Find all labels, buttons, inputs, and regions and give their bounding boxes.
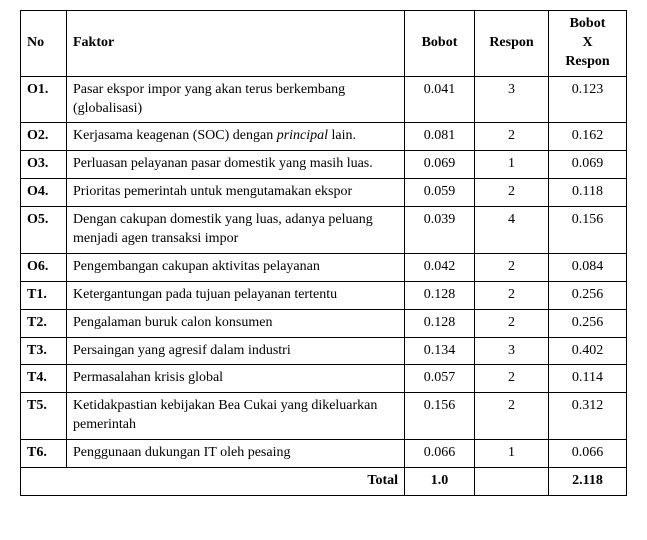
cell-no: O3. [21, 151, 67, 179]
table-row: O4. Prioritas pemerintah untuk mengutama… [21, 179, 627, 207]
cell-bxr: 0.066 [549, 440, 627, 468]
cell-bxr: 0.118 [549, 179, 627, 207]
cell-bobot: 0.042 [405, 253, 475, 281]
cell-bobot: 0.039 [405, 207, 475, 254]
table-body: O1. Pasar ekspor impor yang akan terus b… [21, 76, 627, 495]
cell-no: T5. [21, 393, 67, 440]
header-bobot: Bobot [405, 11, 475, 77]
table-row: O6. Pengembangan cakupan aktivitas pelay… [21, 253, 627, 281]
cell-respon: 3 [475, 337, 549, 365]
header-bxr-line2: X [582, 35, 592, 50]
cell-bxr: 0.256 [549, 309, 627, 337]
cell-respon: 2 [475, 281, 549, 309]
cell-no: T2. [21, 309, 67, 337]
cell-faktor: Ketergantungan pada tujuan pelayanan ter… [67, 281, 405, 309]
total-label: Total [21, 468, 405, 496]
cell-no: T3. [21, 337, 67, 365]
cell-faktor: Perluasan pelayanan pasar domestik yang … [67, 151, 405, 179]
cell-respon: 2 [475, 365, 549, 393]
cell-faktor: Ketidakpastian kebijakan Bea Cukai yang … [67, 393, 405, 440]
header-no: No [21, 11, 67, 77]
total-bobot: 1.0 [405, 468, 475, 496]
cell-respon: 4 [475, 207, 549, 254]
cell-respon: 1 [475, 151, 549, 179]
cell-no: T6. [21, 440, 67, 468]
cell-respon: 1 [475, 440, 549, 468]
cell-bxr: 0.123 [549, 76, 627, 123]
faktor-pre: Kerjasama keagenan (SOC) dengan [73, 128, 277, 143]
cell-bobot: 0.128 [405, 281, 475, 309]
cell-bxr: 0.256 [549, 281, 627, 309]
cell-bxr: 0.312 [549, 393, 627, 440]
cell-bxr: 0.069 [549, 151, 627, 179]
cell-faktor: Persaingan yang agresif dalam industri [67, 337, 405, 365]
table-row: O2. Kerjasama keagenan (SOC) dengan prin… [21, 123, 627, 151]
table-row: T5. Ketidakpastian kebijakan Bea Cukai y… [21, 393, 627, 440]
cell-no: O2. [21, 123, 67, 151]
cell-faktor: Dengan cakupan domestik yang luas, adany… [67, 207, 405, 254]
cell-bxr: 0.114 [549, 365, 627, 393]
table-row: T1. Ketergantungan pada tujuan pelayanan… [21, 281, 627, 309]
cell-faktor: Penggunaan dukungan IT oleh pesaing [67, 440, 405, 468]
total-row: Total 1.0 2.118 [21, 468, 627, 496]
cell-bobot: 0.081 [405, 123, 475, 151]
cell-no: O5. [21, 207, 67, 254]
cell-bobot: 0.059 [405, 179, 475, 207]
cell-respon: 2 [475, 393, 549, 440]
cell-bobot: 0.128 [405, 309, 475, 337]
cell-respon: 2 [475, 253, 549, 281]
total-respon-empty [475, 468, 549, 496]
header-bxr-line3: Respon [565, 54, 609, 69]
cell-bobot: 0.156 [405, 393, 475, 440]
cell-no: O1. [21, 76, 67, 123]
cell-bobot: 0.134 [405, 337, 475, 365]
cell-bobot: 0.066 [405, 440, 475, 468]
cell-bobot: 0.041 [405, 76, 475, 123]
table-row: T2. Pengalaman buruk calon konsumen 0.12… [21, 309, 627, 337]
cell-bobot: 0.069 [405, 151, 475, 179]
faktor-italic: principal [277, 128, 328, 143]
table-row: T4. Permasalahan krisis global 0.057 2 0… [21, 365, 627, 393]
table-row: T3. Persaingan yang agresif dalam indust… [21, 337, 627, 365]
cell-no: T1. [21, 281, 67, 309]
table-row: O5. Dengan cakupan domestik yang luas, a… [21, 207, 627, 254]
cell-faktor: Pengembangan cakupan aktivitas pelayanan [67, 253, 405, 281]
cell-respon: 3 [475, 76, 549, 123]
cell-faktor: Pengalaman buruk calon konsumen [67, 309, 405, 337]
table-row: O1. Pasar ekspor impor yang akan terus b… [21, 76, 627, 123]
cell-no: O4. [21, 179, 67, 207]
cell-bxr: 0.162 [549, 123, 627, 151]
header-row: No Faktor Bobot Respon Bobot X Respon [21, 11, 627, 77]
header-bobot-x-respon: Bobot X Respon [549, 11, 627, 77]
cell-respon: 2 [475, 309, 549, 337]
table-row: T6. Penggunaan dukungan IT oleh pesaing … [21, 440, 627, 468]
total-bxr: 2.118 [549, 468, 627, 496]
cell-faktor: Permasalahan krisis global [67, 365, 405, 393]
cell-respon: 2 [475, 123, 549, 151]
cell-faktor: Kerjasama keagenan (SOC) dengan principa… [67, 123, 405, 151]
table-header: No Faktor Bobot Respon Bobot X Respon [21, 11, 627, 77]
header-faktor: Faktor [67, 11, 405, 77]
header-bxr-line1: Bobot [570, 16, 606, 31]
cell-no: O6. [21, 253, 67, 281]
cell-bxr: 0.156 [549, 207, 627, 254]
table-row: O3. Perluasan pelayanan pasar domestik y… [21, 151, 627, 179]
cell-respon: 2 [475, 179, 549, 207]
cell-bxr: 0.084 [549, 253, 627, 281]
external-factors-table: No Faktor Bobot Respon Bobot X Respon O1… [20, 10, 627, 496]
cell-no: T4. [21, 365, 67, 393]
header-respon: Respon [475, 11, 549, 77]
cell-faktor: Pasar ekspor impor yang akan terus berke… [67, 76, 405, 123]
cell-bobot: 0.057 [405, 365, 475, 393]
faktor-post: lain. [328, 128, 356, 143]
cell-faktor: Prioritas pemerintah untuk mengutamakan … [67, 179, 405, 207]
cell-bxr: 0.402 [549, 337, 627, 365]
page: No Faktor Bobot Respon Bobot X Respon O1… [0, 0, 647, 516]
